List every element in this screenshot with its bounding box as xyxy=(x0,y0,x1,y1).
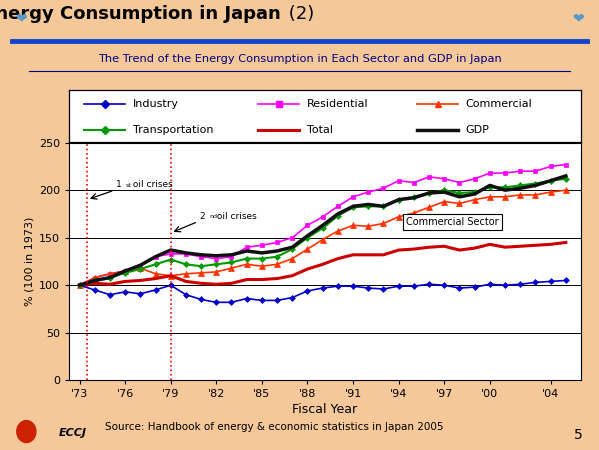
X-axis label: Fiscal Year: Fiscal Year xyxy=(292,404,358,416)
Text: st: st xyxy=(126,183,132,188)
Text: Industry: Industry xyxy=(133,99,179,109)
Text: ❤: ❤ xyxy=(15,11,26,25)
Text: Commercial: Commercial xyxy=(466,99,533,109)
Text: GDP: GDP xyxy=(466,126,489,135)
Text: Residential: Residential xyxy=(307,99,368,109)
Text: oil crises: oil crises xyxy=(129,180,173,189)
Text: ECCJ: ECCJ xyxy=(59,428,87,438)
Y-axis label: % (100 in 1973): % (100 in 1973) xyxy=(25,217,35,306)
Text: Transportation: Transportation xyxy=(133,126,213,135)
Text: 2: 2 xyxy=(199,212,205,220)
Text: 1.1 Energy Consumption in Japan: 1.1 Energy Consumption in Japan xyxy=(0,5,280,23)
Text: Source: Handbook of energy & economic statistics in Japan 2005: Source: Handbook of energy & economic st… xyxy=(105,422,443,432)
Text: Total: Total xyxy=(307,126,333,135)
Circle shape xyxy=(17,421,36,442)
Text: nd: nd xyxy=(210,214,217,219)
Text: 1: 1 xyxy=(116,180,122,189)
Text: 5: 5 xyxy=(573,428,582,442)
Text: Commercial Sector: Commercial Sector xyxy=(406,217,499,227)
Text: The Trend of the Energy Consumption in Each Sector and GDP in Japan: The Trend of the Energy Consumption in E… xyxy=(98,54,501,64)
Text: (2): (2) xyxy=(283,5,314,23)
Text: oil crises: oil crises xyxy=(214,212,257,220)
Text: ❤: ❤ xyxy=(572,11,583,25)
